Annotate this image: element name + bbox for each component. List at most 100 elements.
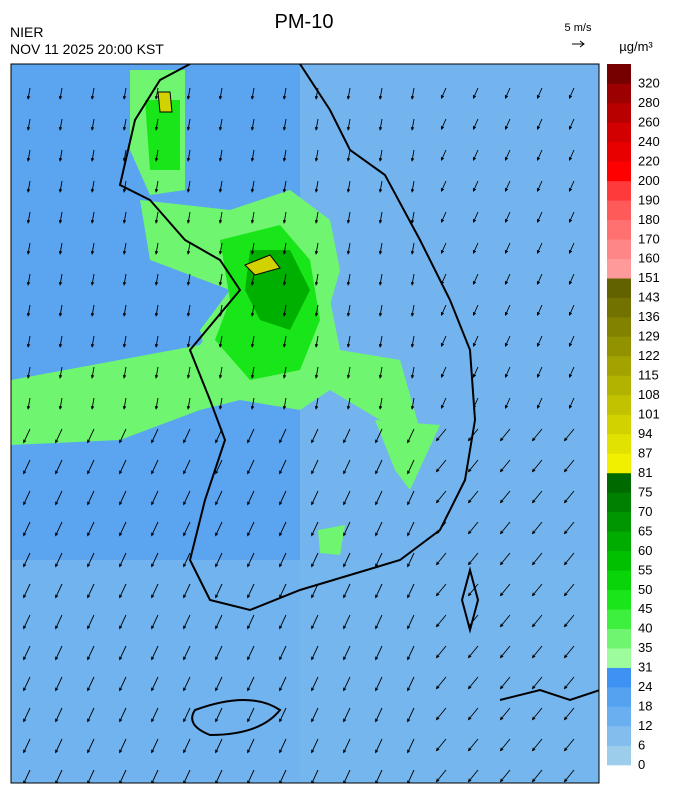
wind-arrow <box>467 583 479 597</box>
wind-arrow <box>183 769 191 783</box>
wind-arrow <box>215 738 223 754</box>
wind-arrow <box>311 676 319 692</box>
wind-arrow <box>435 769 447 783</box>
wind-arrow <box>26 242 31 255</box>
wind-arrow <box>183 552 191 568</box>
wind-arrow <box>218 366 223 379</box>
wind-arrow <box>435 645 447 659</box>
wind-arrow <box>282 397 287 410</box>
wind-arrow <box>119 428 127 444</box>
wind-arrow <box>346 180 351 193</box>
wind-arrow <box>250 335 255 348</box>
wind-arrow <box>279 769 287 783</box>
colorbar-segment <box>607 706 631 727</box>
wind-arrow <box>410 397 415 410</box>
wind-arrow <box>58 242 63 255</box>
wind-arrow <box>151 645 159 661</box>
colorbar-tick-label: 108 <box>638 387 660 402</box>
wind-arrow <box>311 490 319 506</box>
wind-arrow <box>499 521 511 535</box>
wind-arrow <box>563 583 575 597</box>
wind-arrow <box>218 87 223 100</box>
wind-arrow <box>282 366 287 379</box>
wind-arrow <box>536 242 543 254</box>
wind-arrow <box>499 769 511 783</box>
colorbar-segment <box>607 122 631 143</box>
wind-arrow <box>440 273 447 285</box>
wind-arrow <box>440 304 447 316</box>
wind-arrow <box>58 180 63 193</box>
wind-arrow <box>568 180 575 192</box>
wind-arrow <box>119 676 127 692</box>
colorbar-tick-label: 122 <box>638 348 660 363</box>
wind-arrow <box>410 180 415 193</box>
wind-arrow <box>55 490 63 506</box>
wind-arrow <box>282 180 287 193</box>
colorbar-segment <box>607 219 631 240</box>
wind-arrow <box>154 273 159 286</box>
wind-arrow <box>247 459 255 475</box>
colorbar-tick-label: 240 <box>638 134 660 149</box>
wind-arrow <box>218 397 223 410</box>
wind-arrow <box>410 242 415 255</box>
colorbar-segment <box>607 667 631 688</box>
wind-arrow <box>247 769 255 783</box>
wind-arrow <box>472 149 479 161</box>
colorbar-segment <box>607 472 631 493</box>
colorbar-segment <box>607 102 631 123</box>
colorbar-tick-label: 75 <box>638 484 652 499</box>
wind-arrow <box>183 676 191 692</box>
wind-scale-label: 5 m/s <box>565 22 592 34</box>
wind-arrow <box>26 304 31 317</box>
wind-arrow <box>346 118 351 131</box>
wind-arrow <box>282 335 287 348</box>
wind-arrow <box>504 87 511 99</box>
wind-arrow <box>499 676 511 690</box>
colorbar-tick-label: 70 <box>638 504 652 519</box>
wind-arrow <box>26 366 31 379</box>
wind-arrow <box>26 211 31 224</box>
wind-arrow <box>346 87 351 100</box>
wind-arrow <box>435 521 447 535</box>
wind-arrow <box>218 211 223 224</box>
wind-arrow <box>343 552 351 568</box>
wind-arrow <box>311 428 319 444</box>
wind-arrow <box>378 273 383 286</box>
wind-arrow <box>122 304 127 317</box>
wind-arrow <box>375 645 383 661</box>
wind-arrow <box>536 273 543 285</box>
wind-arrow <box>55 738 63 754</box>
wind-arrow <box>23 614 31 630</box>
wind-arrow <box>531 645 543 659</box>
wind-arrow <box>186 366 191 379</box>
wind-arrow <box>90 180 95 193</box>
wind-arrow <box>183 645 191 661</box>
wind-arrow <box>87 645 95 661</box>
wind-arrow <box>250 397 255 410</box>
wind-arrow <box>536 304 543 316</box>
wind-arrow <box>87 583 95 599</box>
colorbar-segment <box>607 239 631 260</box>
wind-arrow <box>279 738 287 754</box>
wind-arrow <box>343 645 351 661</box>
wind-arrow <box>531 428 543 442</box>
map <box>11 64 599 783</box>
pollution-peak <box>244 254 281 276</box>
wind-arrow <box>151 490 159 506</box>
wind-arrow <box>407 490 415 506</box>
wind-arrow <box>375 769 383 783</box>
wind-arrow <box>467 614 479 628</box>
wind-arrow <box>435 428 447 442</box>
wind-arrow <box>122 366 127 379</box>
wind-arrow <box>504 366 511 378</box>
wind-arrow <box>23 738 31 754</box>
wind-arrow <box>375 676 383 692</box>
wind-arrow <box>218 180 223 193</box>
wind-arrow <box>55 614 63 630</box>
wind-arrow <box>183 738 191 754</box>
colorbar-tick-label: 55 <box>638 562 652 577</box>
wind-arrow <box>279 707 287 723</box>
pollution-area <box>318 525 345 555</box>
wind-arrow <box>23 676 31 692</box>
wind-arrow <box>314 242 319 255</box>
